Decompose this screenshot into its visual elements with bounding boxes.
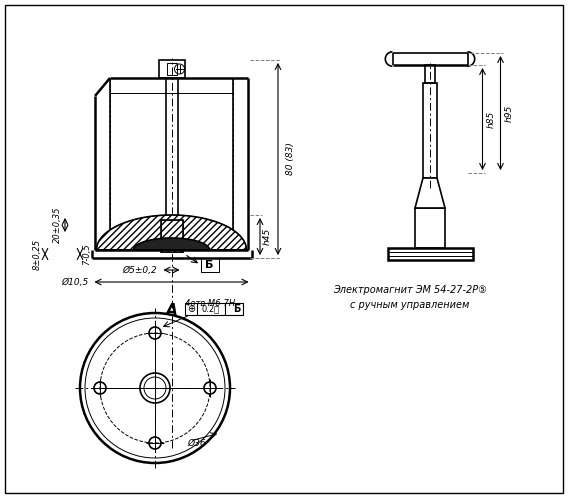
Bar bbox=[423, 83, 437, 178]
Polygon shape bbox=[96, 215, 246, 250]
Text: 0.2㎥: 0.2㎥ bbox=[202, 304, 220, 314]
Text: 8±0,25: 8±0,25 bbox=[33, 239, 42, 269]
Text: с ручным управлением: с ручным управлением bbox=[351, 300, 470, 310]
Text: ⊕: ⊕ bbox=[187, 304, 195, 314]
Text: 4отв M6-7H: 4отв M6-7H bbox=[185, 298, 235, 307]
Polygon shape bbox=[133, 238, 210, 250]
Text: Б: Б bbox=[205, 260, 214, 270]
Text: Ø10,5: Ø10,5 bbox=[61, 277, 88, 286]
Bar bbox=[201, 258, 218, 272]
Bar bbox=[158, 60, 185, 78]
Bar bbox=[185, 303, 243, 315]
Text: A: A bbox=[166, 302, 177, 318]
Polygon shape bbox=[415, 178, 445, 208]
Text: Ø5±0,2: Ø5±0,2 bbox=[123, 265, 157, 274]
Bar bbox=[425, 65, 435, 83]
Bar bbox=[161, 220, 182, 252]
Bar bbox=[415, 208, 445, 248]
Text: h95: h95 bbox=[504, 105, 514, 122]
Text: 20±0,35: 20±0,35 bbox=[53, 207, 62, 243]
Text: Ø36: Ø36 bbox=[187, 439, 206, 448]
Text: 80 (83): 80 (83) bbox=[286, 142, 295, 175]
Text: Б: Б bbox=[233, 304, 241, 314]
Text: h45: h45 bbox=[263, 228, 272, 245]
Text: Электромагнит ЭМ 54-27-2Р⑤: Электромагнит ЭМ 54-27-2Р⑤ bbox=[333, 285, 487, 295]
Text: h85: h85 bbox=[487, 111, 495, 127]
Bar bbox=[161, 220, 182, 252]
Bar bbox=[166, 63, 177, 75]
Bar bbox=[388, 248, 473, 260]
Text: 7-0,5: 7-0,5 bbox=[82, 243, 91, 265]
